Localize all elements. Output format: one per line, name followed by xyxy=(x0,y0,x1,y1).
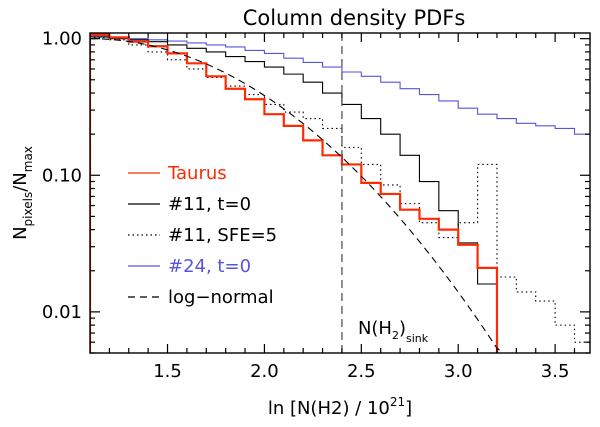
x-tick-label: 1.5 xyxy=(153,361,182,382)
series--11-t-0 xyxy=(90,36,498,353)
sink-label-main: N(H xyxy=(358,318,392,339)
y-tick-label: 0.10 xyxy=(42,165,82,186)
x-tick-label: 3.5 xyxy=(541,361,570,382)
legend-label: log−normal xyxy=(168,287,274,308)
x-tick-label: 2.5 xyxy=(347,361,376,382)
chart-title: Column density PDFs xyxy=(243,6,466,30)
x-tick-label: 2.0 xyxy=(250,361,279,382)
x-axis-ticks: 1.5 2.0 2.5 3.0 3.5 xyxy=(108,33,576,382)
legend-label: Taurus xyxy=(167,163,227,184)
series-log-normal xyxy=(90,38,590,353)
sink-threshold-layer: N(H2)sink xyxy=(341,33,429,353)
series--24-t-0 xyxy=(90,35,590,353)
y-axis-label-main: N xyxy=(10,226,31,239)
legend-label: #11, SFE=5 xyxy=(168,225,277,246)
y-axis-label-sub2: max xyxy=(21,146,35,172)
sink-threshold-label: N(H2)sink xyxy=(358,318,429,345)
legend: Taurus #11, t=0 #11, SFE=5 #24, t=0 log−norm… xyxy=(128,163,277,308)
y-axis-label: Npixels/Nmax xyxy=(10,146,35,240)
x-axis-label-main: ln [N(H2) / 10 xyxy=(268,398,390,419)
sink-label-sub2: sink xyxy=(406,332,429,345)
series-layer xyxy=(90,33,590,353)
y-axis-ticks: 1.00 0.10 0.01 xyxy=(42,29,590,354)
y-tick-label: 0.01 xyxy=(42,302,82,323)
y-axis-label-sub1: pixels xyxy=(21,192,35,227)
series--11-sfe-5 xyxy=(90,36,590,353)
y-tick-label: 1.00 xyxy=(42,29,82,50)
series-taurus xyxy=(90,33,499,353)
y-axis-label-slash: /N xyxy=(10,172,31,192)
legend-label: #11, t=0 xyxy=(168,194,251,215)
sink-label-end: ) xyxy=(399,318,406,339)
x-axis-label: ln [N(H2) / 1021] xyxy=(268,395,412,419)
x-axis-label-end: ] xyxy=(405,398,412,419)
sink-label-sub: 2 xyxy=(392,329,399,342)
x-axis-label-sup: 21 xyxy=(390,395,405,409)
x-tick-label: 3.0 xyxy=(444,361,473,382)
plot-frame xyxy=(89,32,591,354)
legend-label: #24, t=0 xyxy=(168,256,251,277)
